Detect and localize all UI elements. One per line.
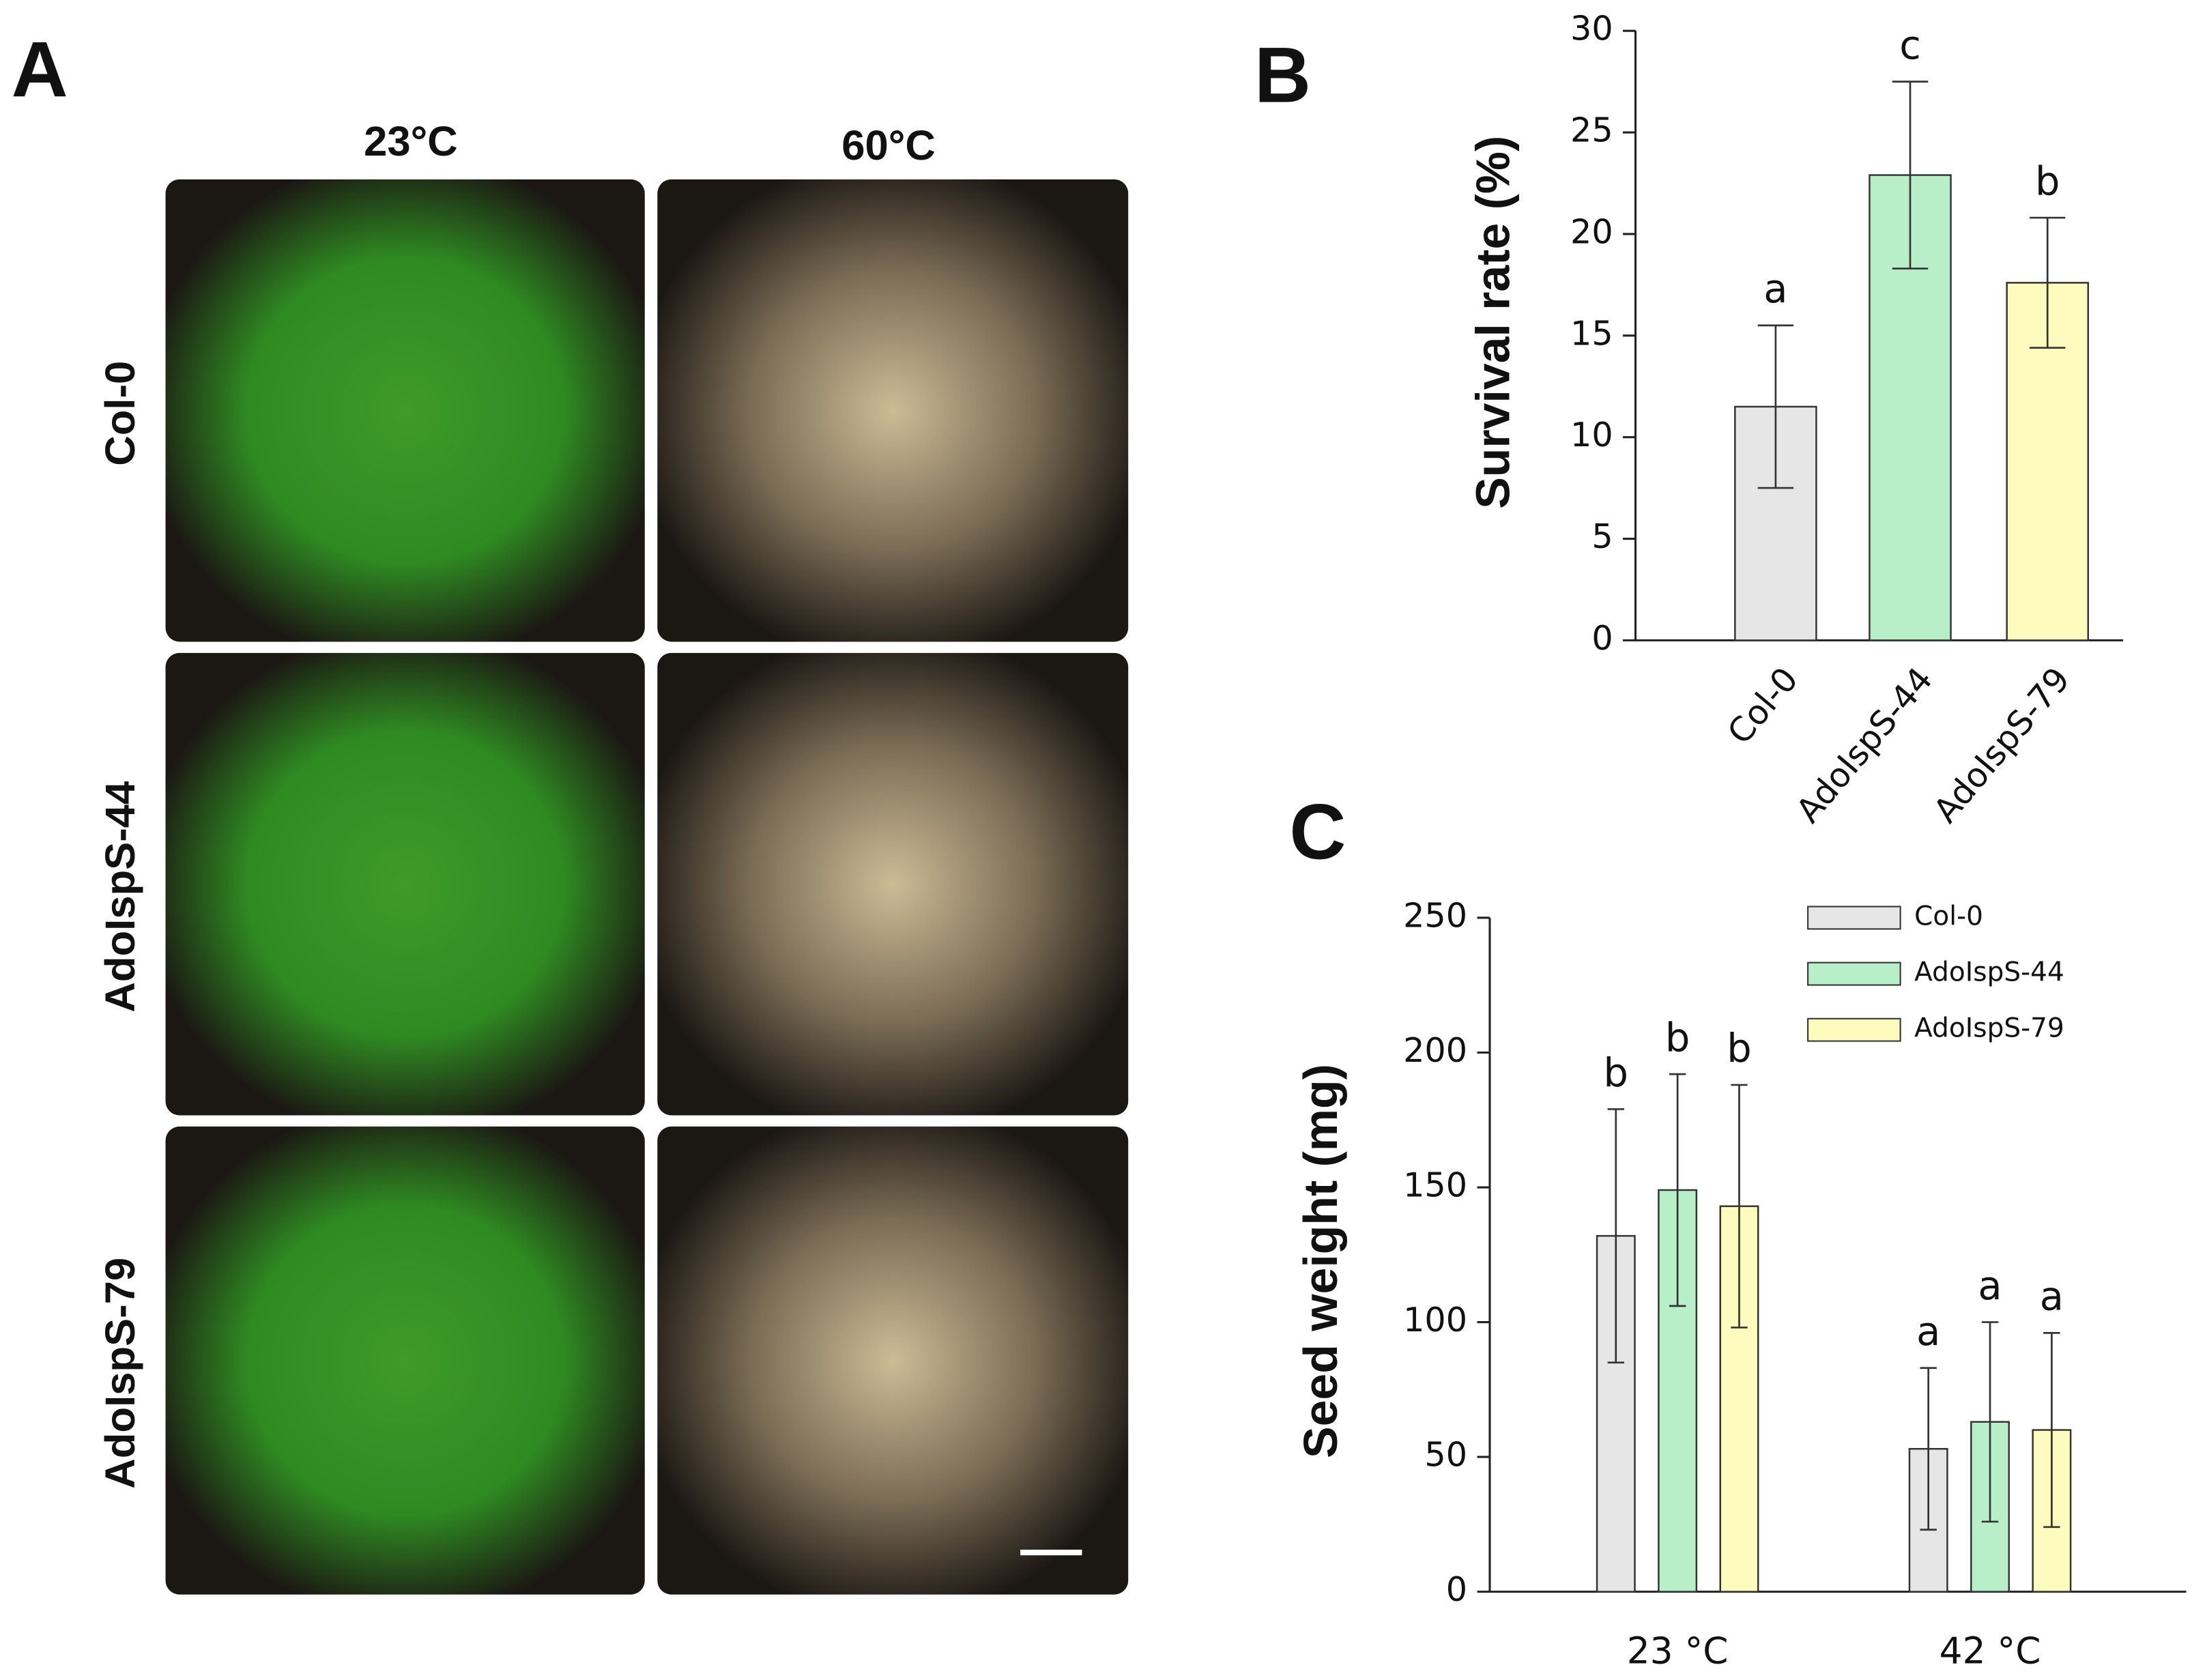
y-axis-title: Seed weight (mg)	[1294, 1064, 1347, 1458]
photo	[657, 652, 1129, 1116]
y-tick-label: 200	[1403, 1030, 1467, 1070]
x-tick-label: AdoIspS-44	[1788, 660, 1940, 830]
legend-label: AdoIspS-44	[1914, 957, 2064, 988]
significance-letter: a	[2040, 1274, 2064, 1320]
significance-letter: a	[1916, 1309, 1940, 1355]
bar	[2006, 282, 2090, 641]
column-label: 60°C	[841, 122, 936, 169]
significance-letter: a	[1978, 1263, 2002, 1309]
legend-swatch	[1807, 1017, 1901, 1042]
legend-label: Col-0	[1914, 901, 1983, 931]
y-axis-title: Survival rate (%)	[1467, 136, 1520, 509]
y-tick-label: 25	[1570, 111, 1613, 150]
significance-letter: c	[1899, 23, 1921, 68]
row-label: Col-0	[97, 361, 144, 466]
significance-letter: b	[2035, 158, 2060, 204]
significance-letter: b	[1604, 1050, 1629, 1096]
row-label: AdoIspS-79	[97, 1258, 144, 1489]
y-tick-label: 0	[1591, 618, 1613, 658]
photo	[657, 1126, 1129, 1595]
y-tick-label: 50	[1424, 1435, 1467, 1475]
significance-letter: b	[1727, 1026, 1752, 1071]
y-tick-label: 0	[1446, 1569, 1467, 1609]
significance-letter: a	[1763, 266, 1787, 312]
y-tick-label: 5	[1591, 517, 1613, 556]
column-label: 23°C	[364, 118, 458, 165]
y-tick-label: 150	[1403, 1165, 1467, 1205]
y-tick-label: 250	[1403, 895, 1467, 935]
y-tick-label: 15	[1570, 313, 1613, 353]
panel-label: C	[1289, 788, 1346, 875]
photo	[165, 179, 645, 642]
legend-swatch	[1807, 906, 1901, 930]
y-tick-label: 100	[1403, 1300, 1467, 1339]
y-tick-label: 10	[1570, 415, 1613, 454]
photo-grid	[165, 179, 1129, 1595]
legend-swatch	[1807, 961, 1901, 986]
panel-label: B	[1254, 31, 1311, 119]
row-label: AdoIspS-44	[97, 781, 144, 1013]
x-tick-label: Col-0	[1720, 660, 1806, 752]
y-tick-label: 30	[1570, 9, 1613, 48]
legend-label: AdoIspS-79	[1914, 1013, 2064, 1044]
panel-label: A	[12, 26, 68, 113]
significance-letter: b	[1665, 1015, 1690, 1060]
y-tick-label: 20	[1570, 212, 1613, 251]
x-tick-label: 42 °C	[1939, 1630, 2041, 1672]
x-tick-label: AdoIspS-79	[1926, 660, 2078, 830]
photo	[165, 652, 645, 1116]
x-tick-label: 23 °C	[1627, 1630, 1729, 1672]
photo	[657, 179, 1129, 642]
photo	[165, 1126, 645, 1595]
